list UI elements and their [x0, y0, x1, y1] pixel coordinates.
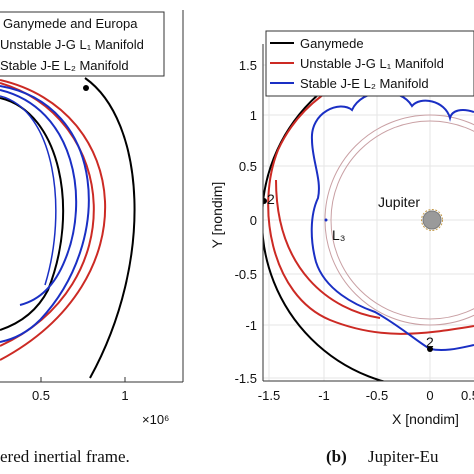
- right-caption-letter: (b): [326, 447, 347, 466]
- right-legend-item-2: Stable J-E L₂ Manifold: [300, 76, 429, 91]
- right-y-tick-5: -1: [245, 318, 257, 333]
- right-x-tick-2: -0.5: [366, 388, 388, 403]
- left-legend: Ganymede and Europa Unstable J-G L₁ Mani…: [0, 11, 165, 77]
- right-x-tick-1: -1: [318, 388, 330, 403]
- right-y-tick-2: 0.5: [239, 159, 257, 174]
- left-legend-item-1: Unstable J-G L₁ Manifold: [0, 37, 144, 52]
- right-y-label: Y [nondim]: [209, 182, 225, 249]
- right-red-manifold-lower: [275, 179, 381, 319]
- right-y-tick-4: -0.5: [235, 267, 257, 282]
- right-legend-item-1: Unstable J-G L₁ Manifold: [300, 56, 444, 71]
- point-2b-label: 2: [426, 334, 434, 350]
- left-blue-arc-3: [0, 95, 57, 286]
- left-plot-area: [0, 77, 136, 379]
- left-ganymede-orbit: [84, 77, 136, 379]
- left-legend-item-2: Stable J-E L₂ Manifold: [0, 58, 129, 73]
- right-y-tick-1: 1: [250, 108, 257, 123]
- right-x-tick-3: 0: [426, 388, 433, 403]
- right-y-tick-0: 1.5: [239, 58, 257, 73]
- right-red-manifold: [267, 55, 474, 335]
- left-blue-arc-1: [0, 85, 90, 343]
- left-panel: 0.5 1 ×10⁶ Ganymede and Europa Unstable …: [0, 10, 184, 466]
- left-red-arc-1: [0, 79, 106, 361]
- jupiter-label: Jupiter: [378, 194, 420, 210]
- right-x-tick-0: -1.5: [258, 388, 280, 403]
- left-red-arc-2: [0, 82, 95, 347]
- left-x-tick-1: 1: [121, 388, 128, 403]
- right-panel: 1.5 1 0.5 0 -0.5 -1 -1.5 -1.5 -1 -0.5 0 …: [209, 30, 474, 466]
- left-x-tick-0: 0.5: [32, 388, 50, 403]
- point-2a-label: 2: [267, 191, 275, 207]
- left-europa-orbit: [0, 97, 65, 331]
- left-x-exponent: ×10⁶: [142, 412, 169, 427]
- right-legend-item-0: Ganymede: [300, 36, 364, 51]
- right-legend: Ganymede Unstable J-G L₁ Manifold Stable…: [265, 30, 474, 97]
- right-marker-2b: [427, 346, 433, 352]
- right-inner-circle-2: [330, 120, 474, 320]
- jupiter-body: [422, 210, 442, 230]
- right-blue-manifold: [310, 91, 474, 352]
- right-y-tick-3: 0: [250, 213, 257, 228]
- right-x-label: X [nondim]: [392, 411, 459, 427]
- left-blue-arc-2: [0, 89, 78, 306]
- l3-point: [324, 218, 328, 222]
- right-x-tick-4: 0.5: [461, 388, 474, 403]
- jupiter-ring: [421, 209, 443, 231]
- right-y-tick-6: -1.5: [235, 371, 257, 386]
- right-marker-2a: [263, 198, 267, 204]
- left-caption: ered inertial frame.: [0, 447, 130, 466]
- left-legend-item-0: Ganymede and Europa: [3, 16, 138, 31]
- l3-label: L₃: [332, 227, 346, 243]
- left-marker: [83, 85, 89, 91]
- right-caption-text: Jupiter-Eu: [368, 447, 439, 466]
